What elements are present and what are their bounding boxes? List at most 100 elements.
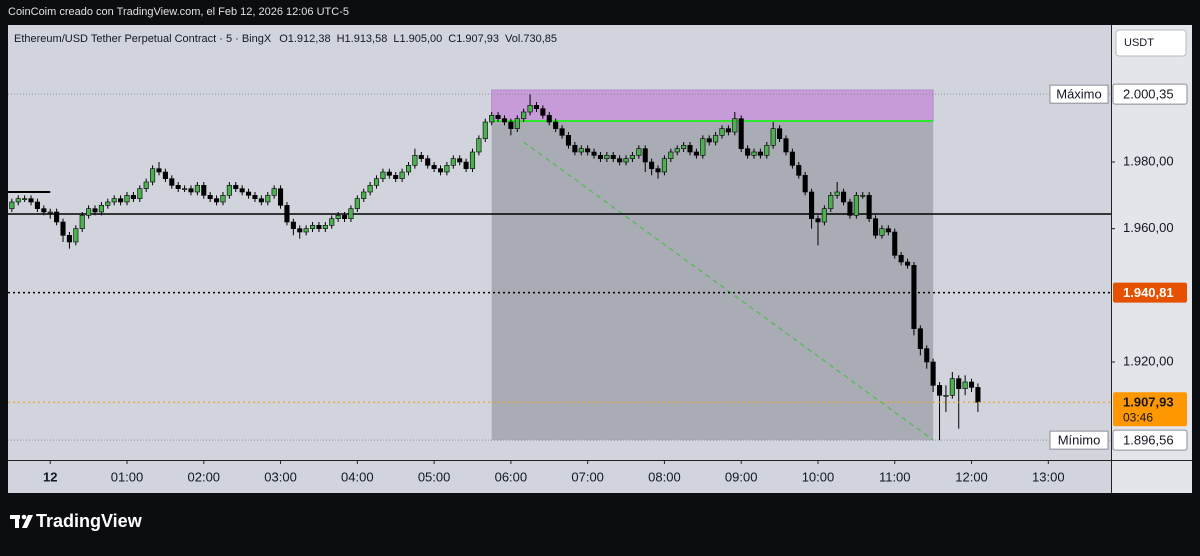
candle-body	[431, 165, 437, 169]
candle-body	[111, 198, 117, 203]
candle-body	[226, 185, 232, 196]
candle-body	[22, 198, 28, 200]
candle-body	[214, 198, 220, 203]
candle-body	[310, 225, 316, 229]
candle-body	[649, 161, 655, 169]
x-tick-label: 13:00	[1032, 469, 1065, 484]
candle-body	[41, 208, 47, 213]
candle-body	[239, 188, 245, 193]
candle-body	[316, 225, 322, 229]
x-tick-label: 05:00	[418, 469, 451, 484]
candle-body	[892, 231, 898, 256]
candle-body	[975, 387, 981, 403]
candle-body	[201, 185, 207, 196]
currency-box[interactable]	[1115, 29, 1187, 57]
candle-body	[278, 188, 284, 206]
candle-body	[764, 145, 770, 156]
candle-body	[719, 128, 725, 136]
candle-body	[713, 135, 719, 143]
candle-body	[841, 191, 847, 203]
price-label-box	[1112, 429, 1188, 451]
candle-body	[265, 195, 271, 203]
candle-body	[92, 208, 98, 213]
candle-body	[661, 158, 667, 173]
candle-body	[751, 151, 757, 156]
candle-body	[853, 195, 859, 216]
legend-value: C1.907,93	[448, 33, 499, 45]
candle-body	[98, 205, 104, 213]
candle-body	[860, 195, 866, 197]
y-tick-label: 1.980,00	[1123, 153, 1174, 168]
candle-body	[412, 155, 418, 166]
candle-body	[873, 218, 879, 236]
legend-title: Ethereum/USD Tether Perpetual Contract ·…	[14, 33, 272, 45]
candle-body	[271, 188, 277, 196]
candle-body	[341, 215, 348, 219]
candle-body	[156, 168, 162, 173]
price-label-box	[1112, 83, 1188, 105]
candle-body	[943, 395, 949, 397]
candle-body	[546, 115, 552, 123]
currency: USDT	[1124, 37, 1154, 49]
candle-body	[86, 208, 92, 216]
candle-body	[610, 155, 616, 159]
candle-body	[290, 221, 296, 229]
price-label: 2.000,35	[1123, 87, 1174, 102]
candle-body	[681, 145, 687, 149]
candle-body	[425, 158, 431, 166]
header: CoinCoim creado con TradingView.com, el …	[8, 6, 349, 18]
candle-body	[169, 178, 175, 186]
candle-body	[150, 168, 156, 183]
candle-body	[182, 188, 188, 190]
y-tick-label: 1.920,00	[1123, 353, 1174, 368]
candle-body	[745, 148, 751, 156]
x-tick-label: 09:00	[725, 469, 758, 484]
candle-body	[207, 195, 213, 199]
candle-body	[137, 188, 143, 199]
candle-body	[738, 118, 744, 149]
candle-body	[28, 198, 34, 203]
range-box-target	[491, 89, 934, 122]
x-tick-label: 01:00	[111, 469, 144, 484]
price-label: 1.896,56	[1123, 433, 1174, 448]
candle-body	[617, 158, 623, 163]
logo-part	[15, 515, 19, 528]
candle-body	[322, 225, 328, 229]
x-tick-label: 06:00	[495, 469, 528, 484]
candle-body	[393, 175, 399, 179]
candle-body	[450, 158, 456, 166]
candle-body	[482, 121, 488, 139]
candle-body	[188, 188, 194, 193]
candle-body	[565, 135, 571, 146]
candle-body	[124, 195, 130, 203]
legend-value: H1.913,58	[337, 33, 388, 45]
candle-body	[405, 165, 412, 173]
candle-body	[354, 198, 360, 209]
candle-body	[917, 328, 923, 349]
candle-body	[623, 158, 629, 163]
candle-body	[578, 148, 584, 153]
candle-body	[585, 148, 591, 153]
candle-body	[930, 361, 936, 386]
candle-body	[885, 228, 891, 233]
candle-body	[501, 118, 508, 123]
candle-body	[437, 168, 444, 173]
candle-body	[297, 228, 303, 233]
candle-body	[220, 195, 226, 203]
extreme-name: Mínimo	[1058, 433, 1101, 448]
candle-body	[802, 175, 808, 193]
candle-body	[54, 211, 60, 223]
candle-body	[828, 195, 834, 209]
candle-body	[194, 185, 200, 193]
candle-body	[821, 208, 827, 223]
logo-part	[21, 514, 27, 520]
plot	[8, 89, 1111, 441]
candle-body	[15, 198, 21, 203]
candle-body	[303, 228, 309, 233]
diagonal-line	[523, 141, 934, 441]
candle-body	[361, 191, 367, 199]
candle-body	[118, 198, 124, 203]
extreme-name-box	[1049, 430, 1109, 450]
candle-body	[956, 378, 962, 389]
